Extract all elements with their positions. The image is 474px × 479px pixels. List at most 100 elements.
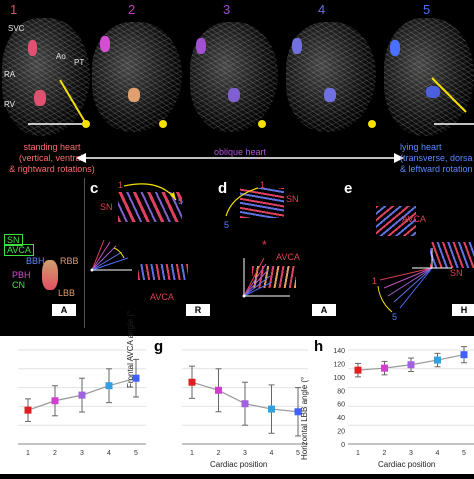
chart-2-xtick-label: 3 [243, 450, 247, 457]
charts-svg: 1 2 3 4 5 1 2 3 4 5 0 20 40 60 80 100 120 140 1 2 3 4 5 [18, 346, 474, 457]
label-pt: PT [74, 58, 85, 67]
chart-2-point [294, 408, 302, 416]
chart-1-point [51, 397, 59, 405]
panel-c-avca: AVCA [150, 292, 174, 302]
axis-overlay [28, 77, 474, 128]
label-svc: SVC [8, 24, 25, 33]
chart-3-point [407, 361, 415, 369]
chart-3-ytick-label: 140 [333, 348, 345, 355]
chart-2-xtick-label: 1 [190, 450, 194, 457]
chart-1-point [132, 374, 140, 382]
panel-e-box: H [452, 304, 474, 316]
avca-blob-4 [324, 88, 336, 102]
chart-1-xtick-label: 2 [53, 450, 57, 457]
position-2-number: 2 [128, 2, 136, 17]
avca-blob-2 [128, 88, 140, 102]
panel-c-box: R [186, 304, 210, 316]
chart-h-ylabel: Horizontal LBB angle (° [300, 376, 309, 460]
chart-3-xtick-label: 4 [436, 450, 440, 457]
chart-1-xtick-label: 1 [26, 450, 30, 457]
chart-1-point [78, 391, 86, 399]
panel-e-sn: SN [450, 268, 463, 278]
avca-blob-1 [34, 90, 46, 106]
chart-3-ytick-label: 0 [341, 442, 345, 449]
panel-c-sn: SN [100, 202, 113, 212]
sn-blob-4 [292, 38, 302, 54]
legend-pbh: PBH [12, 270, 31, 280]
legend-avca: AVCA [4, 244, 34, 256]
label-ra: RA [4, 70, 16, 79]
chart-3-point [381, 364, 388, 372]
caption-lying: lying heart (transverse, dorsa & leftwar… [400, 142, 473, 174]
middle-row: SN AVCA BBH RBB PBH CN LBB A c SN 1 5 AV… [0, 178, 474, 336]
chart-g-xlabel: Cardiac position [210, 460, 268, 469]
position-3-number: 3 [223, 2, 231, 17]
chart-2-point [268, 405, 275, 413]
panel-c-letter: c [90, 180, 99, 197]
chart-1-xtick-label: 3 [80, 450, 84, 457]
chart-2-point [241, 400, 249, 408]
avca-blob-3 [228, 88, 240, 102]
panel-d-avca-stack [252, 266, 296, 288]
left-orientation-box: A [52, 304, 76, 316]
chart-3-ytick-label: 80 [337, 388, 345, 395]
sn-blob-2 [100, 36, 110, 52]
panel-e-sn-stack [376, 206, 416, 236]
position-1-number: 1 [10, 2, 18, 17]
sn-blob-5 [390, 40, 400, 56]
chart-3-ytick-label: 20 [337, 429, 345, 436]
chart-3-xtick-label: 3 [409, 450, 413, 457]
chart-h-letter: h [314, 338, 324, 355]
sn-blob-1 [28, 40, 37, 56]
panel-d-1: 1 [260, 180, 266, 190]
chart-3-ytick-label: 120 [333, 361, 345, 368]
legend-sn: SN [4, 234, 23, 246]
chart-3-xtick-label: 5 [462, 450, 466, 457]
panel-e-1: 1 [372, 276, 378, 286]
panel-e-avca-stack [430, 242, 474, 268]
chart-g-ylabel: Frontal AVCA angle (° [126, 310, 135, 388]
chart-2-xtick-label: 2 [217, 450, 221, 457]
panel-c-1: 1 [118, 180, 124, 190]
chart-2-point [215, 386, 222, 394]
panel-d-asterisk: * [262, 238, 267, 252]
caption-oblique: oblique heart [213, 147, 267, 157]
chart-3-point [460, 351, 468, 359]
chart-2-xtick-label: 4 [270, 450, 274, 457]
conduction-tree [42, 260, 58, 290]
chart-3-ytick-label: 100 [333, 375, 345, 382]
chart-3-xtick-label: 2 [383, 450, 387, 457]
charts-panel: 1 2 3 4 5 1 2 3 4 5 0 20 40 60 80 100 120 140 1 2 3 4 5 g h Fr… [0, 311, 474, 474]
panel-c-avca-stack [138, 264, 188, 280]
panel-d-avca: AVCA [276, 252, 300, 262]
panel-e-letter: e [344, 180, 353, 197]
panel-d-box: A [312, 304, 336, 316]
panel-d-letter: d [218, 180, 228, 197]
heart-render-2 [92, 22, 182, 132]
legend-lbb: LBB [58, 288, 76, 298]
panel-d-5: 5 [224, 220, 230, 230]
chart-2-point [188, 378, 196, 386]
caption-standing: standing heart (vertical, ventral, & rig… [9, 142, 95, 174]
chart-3-ytick-label: 60 [337, 402, 345, 409]
position-5-number: 5 [423, 2, 431, 17]
heart-render-3 [190, 22, 278, 132]
position-4-number: 4 [318, 2, 326, 17]
chart-1-xtick-label: 4 [107, 450, 111, 457]
chart-3-point [354, 366, 362, 374]
chart-1-point [105, 382, 113, 390]
chart-3-ytick-label: 40 [337, 415, 345, 422]
legend-rbb: RBB [60, 256, 79, 266]
chart-g-letter: g [154, 338, 164, 355]
panel-e-avca: AVCA [402, 214, 426, 224]
panel-e-5: 5 [392, 312, 398, 322]
chart-3-xtick-label: 1 [356, 450, 360, 457]
heart-render-5 [384, 18, 474, 136]
chart-h-xlabel: Cardiac position [378, 460, 436, 469]
left-panel-divider [84, 178, 85, 328]
legend-cn: CN [12, 280, 25, 290]
chart-1-xtick-label: 5 [134, 450, 138, 457]
sn-blob-3 [196, 38, 206, 54]
chart-2-xtick-label: 5 [296, 450, 300, 457]
chart-3-point [434, 356, 441, 364]
